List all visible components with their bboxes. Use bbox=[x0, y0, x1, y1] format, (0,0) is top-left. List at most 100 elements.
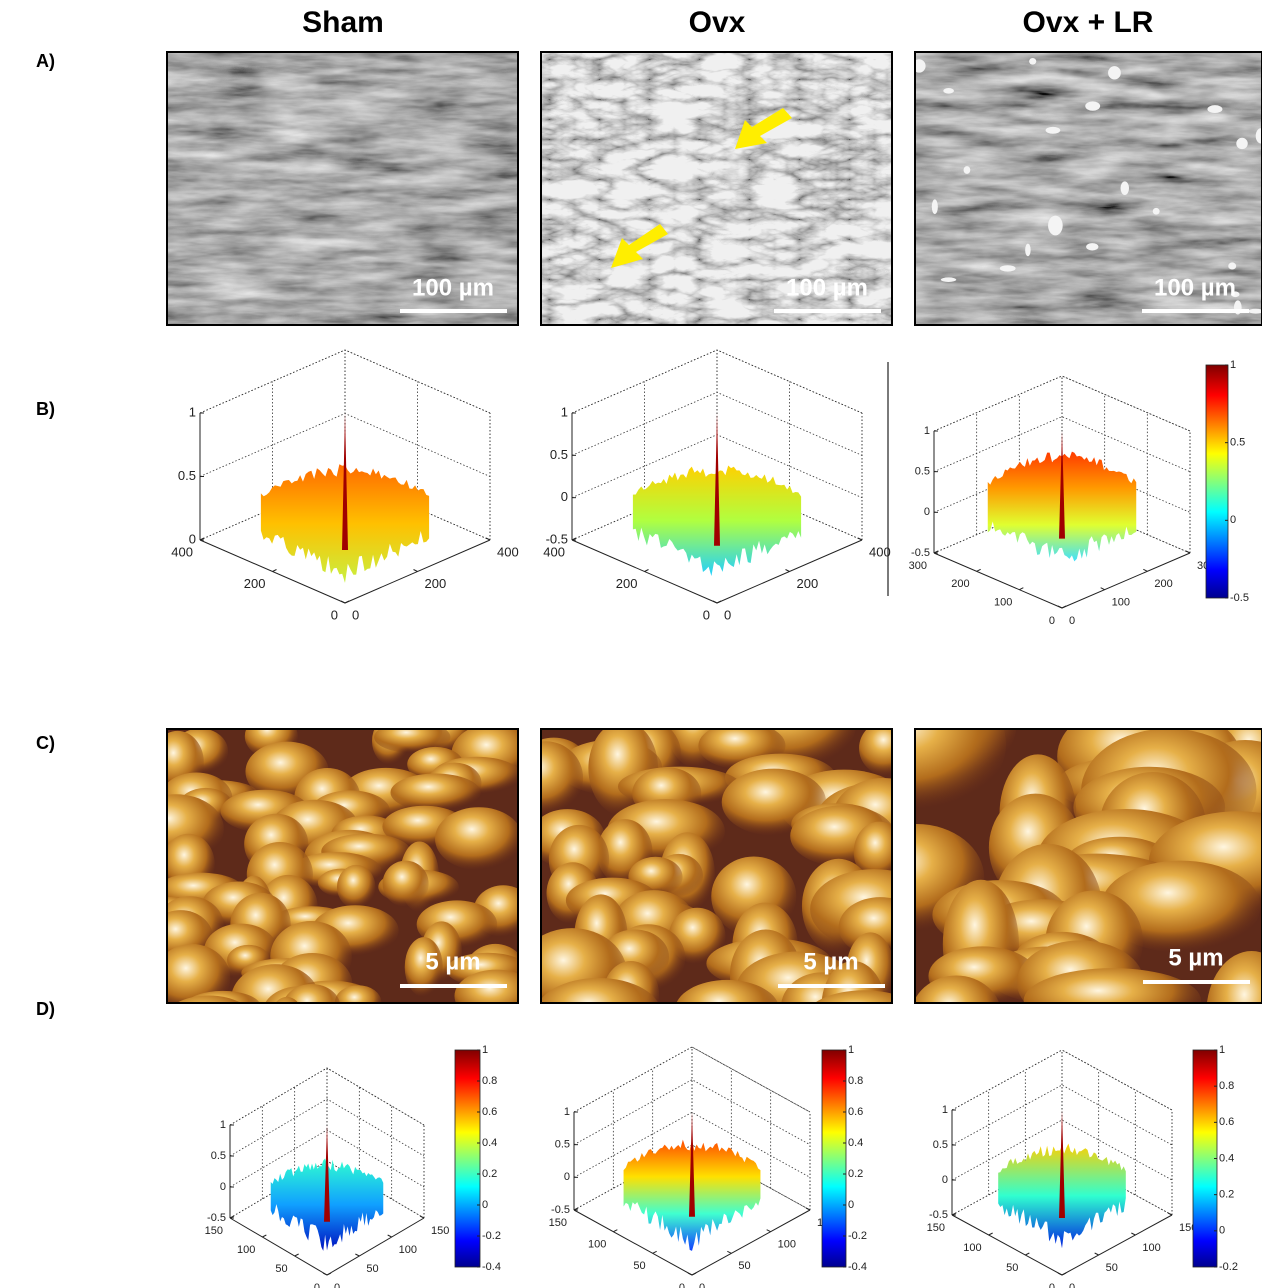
tick-mark bbox=[951, 1212, 957, 1216]
afm-grain bbox=[334, 985, 382, 1003]
y-tick-label: 0 bbox=[724, 607, 731, 622]
afm-grain bbox=[1206, 951, 1262, 1003]
tick-mark bbox=[413, 569, 418, 572]
scale-bar-label: 5 µm bbox=[425, 948, 480, 975]
colorbar-tick-label: 1 bbox=[848, 1044, 854, 1056]
colorbar-tick-label: 1 bbox=[1219, 1044, 1225, 1056]
z-tick-label: -0.5 bbox=[207, 1212, 226, 1224]
sem-texture bbox=[167, 52, 518, 325]
z-tick-label: 0 bbox=[220, 1181, 226, 1193]
colorbar-tick-label: 0.2 bbox=[1219, 1189, 1234, 1201]
y-tick-label: 0 bbox=[699, 1282, 705, 1288]
tick-mark bbox=[1019, 587, 1024, 591]
y-tick-label: 0 bbox=[352, 607, 359, 622]
particle bbox=[1025, 243, 1031, 257]
tick-mark bbox=[805, 1207, 811, 1211]
z-tick-label: 1 bbox=[924, 425, 930, 437]
x-tick-label: 150 bbox=[927, 1222, 945, 1234]
central-peak bbox=[689, 1112, 695, 1217]
tick-mark bbox=[262, 1234, 267, 1238]
afm-grain bbox=[167, 944, 231, 1003]
colorbar-tick-label: -0.5 bbox=[1230, 592, 1249, 604]
central-peak bbox=[324, 1125, 330, 1222]
grid-line bbox=[933, 375, 1191, 432]
axis-line bbox=[326, 1217, 425, 1276]
axis-line bbox=[344, 539, 491, 604]
afm-grain bbox=[176, 995, 242, 1003]
colorbar-tick-label: 0.4 bbox=[482, 1137, 497, 1149]
tick-mark bbox=[571, 537, 577, 541]
particle bbox=[1236, 137, 1248, 150]
tick-mark bbox=[1167, 1212, 1173, 1216]
panels: 100 µm 100 µm 100 µm 5 µm 5 µm 5 µm 0 0.5 1 0 200 4… bbox=[166, 51, 1262, 1288]
particle bbox=[1086, 243, 1099, 251]
particle bbox=[1207, 105, 1223, 114]
central-peak bbox=[1059, 1110, 1065, 1218]
afm-grain bbox=[541, 977, 659, 1003]
z-tick-label: 0.5 bbox=[555, 1139, 570, 1151]
grid-line bbox=[573, 1079, 811, 1146]
axis-line bbox=[573, 1209, 693, 1276]
y-tick-label: 100 bbox=[399, 1244, 417, 1256]
scale-bar-label: 5 µm bbox=[803, 948, 858, 975]
column-title: Ovx bbox=[689, 6, 746, 39]
y-tick-label: 100 bbox=[778, 1239, 796, 1251]
central-peak bbox=[1059, 431, 1065, 539]
column-title: Sham bbox=[302, 6, 384, 39]
afm-grain bbox=[382, 860, 429, 907]
row-label: C) bbox=[36, 733, 55, 753]
colorbar-tick-label: 0.2 bbox=[848, 1168, 863, 1180]
particle bbox=[1045, 126, 1061, 134]
image-border bbox=[540, 728, 893, 1004]
afm-grain bbox=[404, 937, 443, 997]
x-tick-label: 300 bbox=[909, 560, 927, 572]
box-edge bbox=[1061, 375, 1191, 432]
image-border bbox=[914, 728, 1262, 1004]
sem-image bbox=[915, 52, 1262, 325]
x-tick-label: 200 bbox=[951, 578, 969, 590]
x-tick-label: 100 bbox=[588, 1239, 606, 1251]
colorbar-tick-label: 0.5 bbox=[1230, 437, 1245, 449]
colorbar-tick-label: 0.6 bbox=[482, 1106, 497, 1118]
afm-grain bbox=[541, 741, 584, 815]
sem-texture bbox=[915, 52, 1262, 325]
afm-grain bbox=[1023, 968, 1202, 1003]
colorbar bbox=[1192, 1049, 1218, 1268]
colorbar bbox=[1205, 364, 1229, 599]
y-tick-label: 50 bbox=[738, 1260, 750, 1272]
scale-bar-label: 100 µm bbox=[1154, 274, 1236, 301]
x-tick-label: 200 bbox=[616, 576, 638, 591]
afm-image bbox=[915, 729, 1262, 1003]
tick-mark bbox=[229, 1215, 235, 1219]
colorbar-tick-label: 0.4 bbox=[848, 1137, 863, 1149]
y-tick-label: 400 bbox=[869, 544, 891, 559]
colorbar-tick-label: -0.4 bbox=[482, 1261, 501, 1273]
afm-grain bbox=[915, 975, 1000, 1003]
z-tick-label: 0.5 bbox=[211, 1150, 226, 1162]
tick-mark bbox=[785, 569, 790, 572]
x-tick-label: 50 bbox=[633, 1260, 645, 1272]
x-tick-label: 0 bbox=[331, 607, 338, 622]
sem-image bbox=[167, 52, 518, 325]
z-tick-label: 0 bbox=[564, 1171, 570, 1183]
particle bbox=[1152, 207, 1160, 215]
grid-line bbox=[229, 1067, 425, 1126]
y-tick-label: 200 bbox=[1154, 578, 1172, 590]
x-tick-label: 200 bbox=[244, 576, 266, 591]
afm-grain bbox=[435, 807, 518, 871]
z-tick-label: -0.5 bbox=[929, 1209, 948, 1221]
axis-line bbox=[1061, 552, 1191, 609]
colorbar-tick-label: 0 bbox=[1219, 1225, 1225, 1237]
x-tick-label: 0 bbox=[679, 1282, 685, 1288]
particle bbox=[940, 277, 957, 282]
image-border bbox=[166, 728, 519, 1004]
scale-bar-label: 100 µm bbox=[786, 274, 868, 301]
x-tick-label: 400 bbox=[543, 544, 565, 559]
colorbar-tick-label: 1 bbox=[1230, 359, 1236, 371]
afm-grain bbox=[336, 864, 376, 909]
x-tick-label: 150 bbox=[549, 1217, 567, 1229]
tick-mark bbox=[419, 1215, 425, 1219]
tick-mark bbox=[387, 1234, 392, 1238]
tick-mark bbox=[727, 1250, 732, 1254]
